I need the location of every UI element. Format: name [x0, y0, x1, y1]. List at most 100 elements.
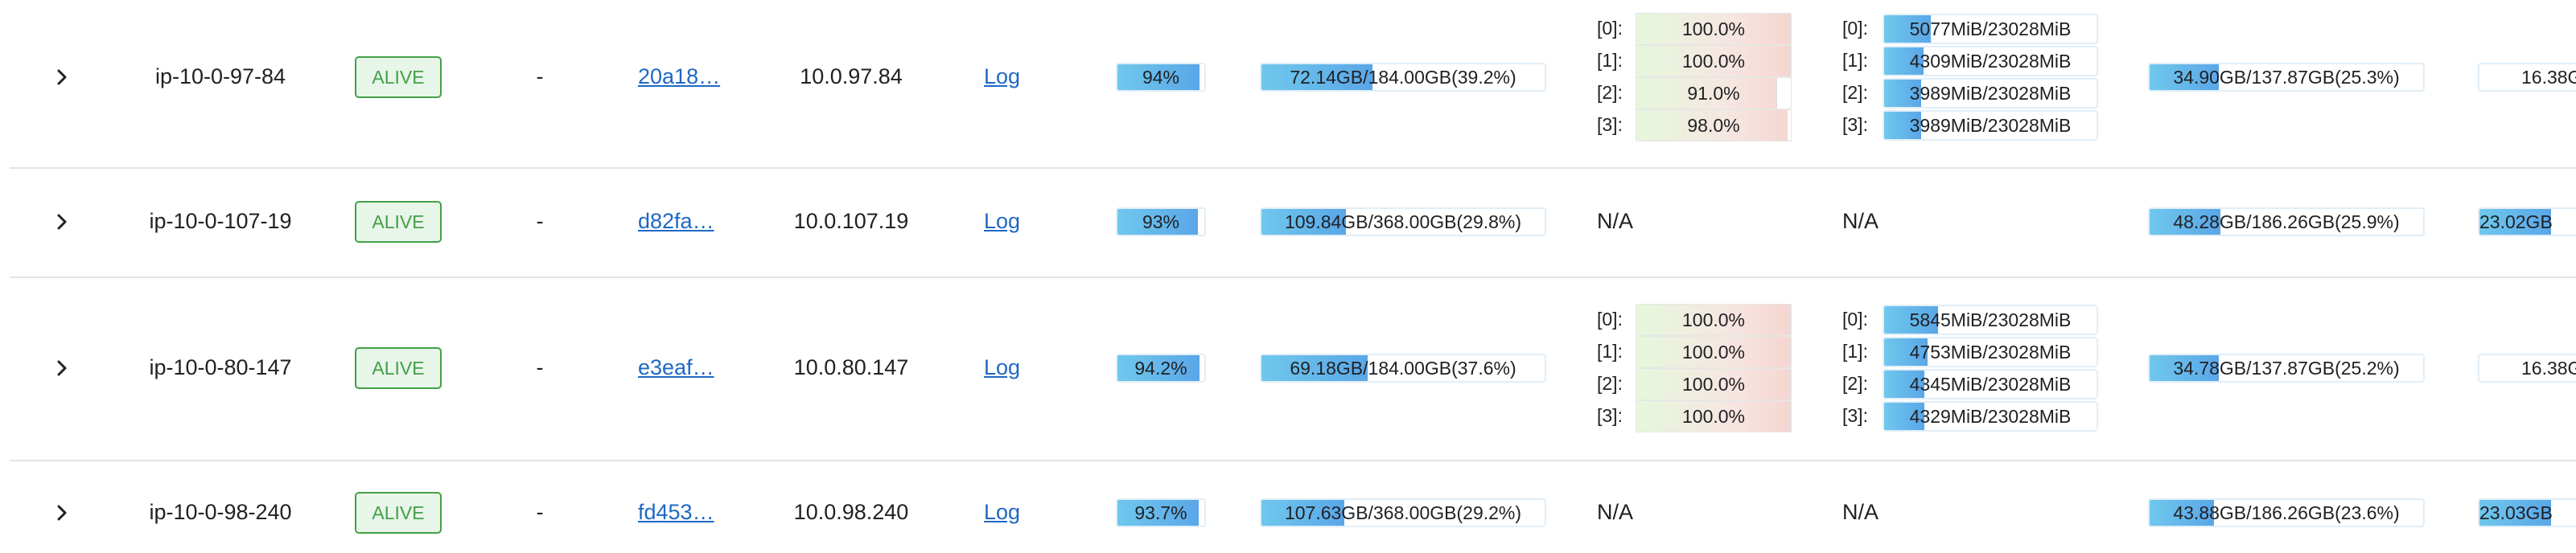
- gpu-memory-bar: 5845MiB/23028MiB: [1883, 305, 2098, 335]
- disk-usage-bar: 48.28GB/186.26GB(25.9%): [2148, 207, 2425, 236]
- disk-usage-bar-fill: [2150, 500, 2215, 526]
- gpu-memory-bar-label: 4753MiB/23028MiB: [1909, 341, 2072, 363]
- gpu-memory-index-label: [1]:: [1842, 50, 1868, 71]
- expand-row-button[interactable]: [53, 213, 71, 231]
- hostname: ip-10-0-80-147: [149, 355, 292, 379]
- object-store-bar-fill: [2479, 209, 2552, 235]
- node-id-link[interactable]: d82fa…: [638, 209, 714, 233]
- ip-address: 10.0.97.84: [800, 64, 903, 88]
- cpu-usage-bar: 94%: [1116, 63, 1206, 92]
- object-store-bar: 23.03GB: [2478, 498, 2576, 527]
- object-store-bar: 16.38G: [2478, 354, 2576, 383]
- memory-usage-bar: 72.14GB/184.00GB(39.2%): [1260, 63, 1546, 92]
- gpu-utilization-bar: 100.0%: [1636, 368, 1792, 400]
- cpu-usage-bar: 93.7%: [1116, 498, 1206, 527]
- gpu-utilization-bar: 100.0%: [1636, 400, 1792, 432]
- memory-usage-bar: 107.63GB/368.00GB(29.2%): [1260, 498, 1546, 527]
- placeholder-dash: -: [536, 209, 544, 233]
- gpu-utilization-label: 100.0%: [1681, 50, 1745, 72]
- memory-usage-bar-label: 72.14GB/184.00GB(39.2%): [1290, 66, 1516, 88]
- gpu-utilization-remaining: [1790, 337, 1791, 367]
- ip-address: 10.0.98.240: [793, 500, 909, 524]
- gpu-utilization-label: 100.0%: [1681, 309, 1745, 330]
- gpu-utilization-label: 100.0%: [1681, 18, 1745, 39]
- ip-address: 10.0.107.19: [793, 209, 909, 233]
- cpu-usage-bar: 94.2%: [1116, 354, 1206, 383]
- gpu-memory-bar-label: 5077MiB/23028MiB: [1909, 18, 2072, 39]
- gpu-memory-index-label: [0]:: [1842, 18, 1868, 39]
- gpu-utilization-remaining: [1776, 78, 1791, 109]
- cpu-usage-bar-label: 93.7%: [1134, 502, 1187, 523]
- gpu-index-label: [3]:: [1597, 114, 1623, 135]
- gpu-memory-bar-fill: [1884, 371, 1924, 398]
- log-link[interactable]: Log: [984, 355, 1021, 379]
- gpu-memory-bar-label: 4345MiB/23028MiB: [1909, 373, 2072, 395]
- ip-address: 10.0.80.147: [793, 355, 909, 379]
- expand-row-button[interactable]: [53, 359, 71, 377]
- gpu-utilization-remaining: [1790, 46, 1791, 76]
- disk-usage-bar-label: 48.28GB/186.26GB(25.9%): [2173, 211, 2400, 232]
- expand-row-button[interactable]: [53, 504, 71, 522]
- status-badge: ALIVE: [355, 56, 442, 98]
- gpu-memory-bar-fill: [1884, 338, 1928, 366]
- log-link[interactable]: Log: [984, 209, 1021, 233]
- gpu-memory-bar-fill: [1884, 15, 1932, 43]
- object-store-bar-label: 23.02GB: [2479, 211, 2553, 232]
- gpu-utilization-bar: 100.0%: [1636, 13, 1792, 45]
- object-store-bar-label: 23.03GB: [2479, 502, 2553, 523]
- gpu-memory-bar-label: 4309MiB/23028MiB: [1909, 50, 2072, 72]
- status-badge: ALIVE: [355, 492, 442, 534]
- gpu-memory-bar: 5077MiB/23028MiB: [1883, 14, 2098, 44]
- memory-usage-bar-fill: [1261, 209, 1346, 235]
- cpu-usage-bar-fill: [1117, 209, 1199, 235]
- log-link[interactable]: Log: [984, 64, 1021, 88]
- table-row: ip-10-0-97-84 ALIVE - 20a18… 10.0.97.84 Log 94…: [10, 0, 2576, 169]
- gpu-memory-index-label: [2]:: [1842, 373, 1868, 394]
- gpu-utilization-remaining: [1790, 14, 1791, 44]
- gpu-utilization-label: 98.0%: [1687, 114, 1740, 136]
- gpu-index-label: [2]:: [1597, 82, 1623, 103]
- hostname: ip-10-0-97-84: [154, 64, 286, 88]
- gpu-utilization-remaining: [1790, 305, 1791, 335]
- gpu-memory-bar-fill: [1884, 403, 1924, 430]
- gpu-memory-bar-fill: [1884, 80, 1921, 107]
- cpu-usage-bar-label: 94%: [1142, 66, 1180, 88]
- disk-usage-bar-label: 34.78GB/137.87GB(25.2%): [2173, 357, 2400, 379]
- object-store-bar: 23.02GB: [2478, 207, 2576, 236]
- gpu-memory-bar-label: 4329MiB/23028MiB: [1909, 405, 2072, 427]
- gpu-utilization-bar: 98.0%: [1636, 109, 1792, 141]
- node-id-link[interactable]: 20a18…: [638, 64, 721, 88]
- gpu-memory-na: N/A: [1842, 500, 1879, 524]
- gpu-utilization-remaining: [1790, 369, 1791, 399]
- disk-usage-bar-fill: [2150, 209, 2221, 235]
- gpu-utilization-bar: 100.0%: [1636, 336, 1792, 368]
- cpu-usage-bar-label: 94.2%: [1134, 357, 1187, 379]
- gpu-memory-bar: 4309MiB/23028MiB: [1883, 46, 2098, 76]
- disk-usage-bar-label: 34.90GB/137.87GB(25.3%): [2173, 66, 2400, 88]
- gpu-memory-bar: 3989MiB/23028MiB: [1883, 110, 2098, 141]
- memory-usage-bar: 69.18GB/184.00GB(37.6%): [1260, 354, 1546, 383]
- gpu-index-label: [0]:: [1597, 18, 1623, 39]
- placeholder-dash: -: [536, 64, 544, 88]
- expand-row-button[interactable]: [53, 68, 71, 86]
- gpu-utilization-label: 100.0%: [1681, 405, 1745, 427]
- memory-usage-bar-label: 69.18GB/184.00GB(37.6%): [1290, 357, 1516, 379]
- object-store-bar-label: 16.38G: [2521, 66, 2576, 88]
- hostname: ip-10-0-98-240: [149, 500, 292, 524]
- disk-usage-bar: 43.88GB/186.26GB(23.6%): [2148, 498, 2425, 527]
- node-id-link[interactable]: e3eaf…: [638, 355, 714, 379]
- node-id-link[interactable]: fd453…: [638, 500, 714, 524]
- gpu-utilization-na: N/A: [1597, 500, 1634, 524]
- gpu-index-label: [3]:: [1597, 405, 1623, 426]
- disk-usage-bar: 34.90GB/137.87GB(25.3%): [2148, 63, 2425, 92]
- gpu-memory-bar-label: 3989MiB/23028MiB: [1909, 82, 2072, 104]
- table-row: ip-10-0-107-19 ALIVE - d82fa… 10.0.107.19 Log…: [10, 169, 2576, 278]
- memory-usage-bar-fill: [1261, 64, 1372, 90]
- gpu-index-label: [1]:: [1597, 50, 1623, 71]
- cpu-usage-bar-fill: [1117, 355, 1200, 381]
- gpu-index-label: [0]:: [1597, 309, 1623, 330]
- gpu-utilization-label: 91.0%: [1687, 82, 1740, 104]
- log-link[interactable]: Log: [984, 500, 1021, 524]
- gpu-memory-bar-fill: [1884, 306, 1939, 334]
- table-row: ip-10-0-80-147 ALIVE - e3eaf… 10.0.80.147 Log…: [10, 278, 2576, 461]
